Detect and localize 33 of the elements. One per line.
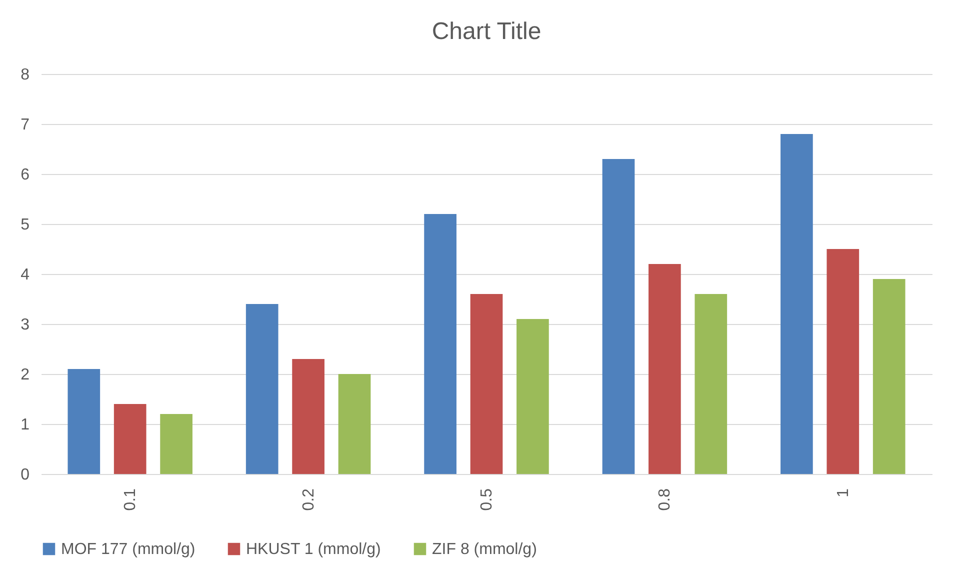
legend-label: HKUST 1 (mmol/g) (246, 541, 381, 558)
x-tick-label: 0.2 (300, 488, 318, 511)
bar (470, 294, 503, 474)
y-tick-label: 0 (20, 466, 30, 484)
bar (246, 304, 278, 474)
chart-title: Chart Title (432, 18, 542, 45)
y-tick-label: 2 (20, 366, 30, 384)
y-tick-label: 1 (20, 416, 30, 434)
bar (292, 359, 324, 474)
y-tick-label: 3 (20, 316, 30, 334)
y-tick-label: 4 (20, 266, 30, 284)
x-tick-label: 1 (834, 488, 852, 498)
bar (780, 134, 813, 474)
bar (424, 214, 456, 474)
bar (648, 264, 681, 474)
bar (338, 374, 371, 474)
bar (694, 294, 728, 474)
legend-label: ZIF 8 (mmol/g) (432, 541, 537, 558)
y-tick-label: 7 (20, 116, 30, 134)
bar (602, 159, 635, 474)
bar (826, 249, 860, 474)
y-tick-label: 5 (20, 216, 30, 234)
x-tick-label: 0.5 (478, 488, 496, 511)
y-tick-label: 6 (20, 166, 30, 184)
x-tick-label: 0.1 (122, 488, 140, 511)
bar (160, 414, 192, 474)
bar (68, 369, 100, 474)
bar (516, 319, 549, 474)
x-tick-label: 0.8 (656, 488, 674, 511)
bar (114, 404, 146, 474)
bar (872, 279, 906, 474)
y-tick-label: 8 (20, 66, 30, 84)
legend-label: MOF 177 (mmol/g) (61, 541, 196, 558)
